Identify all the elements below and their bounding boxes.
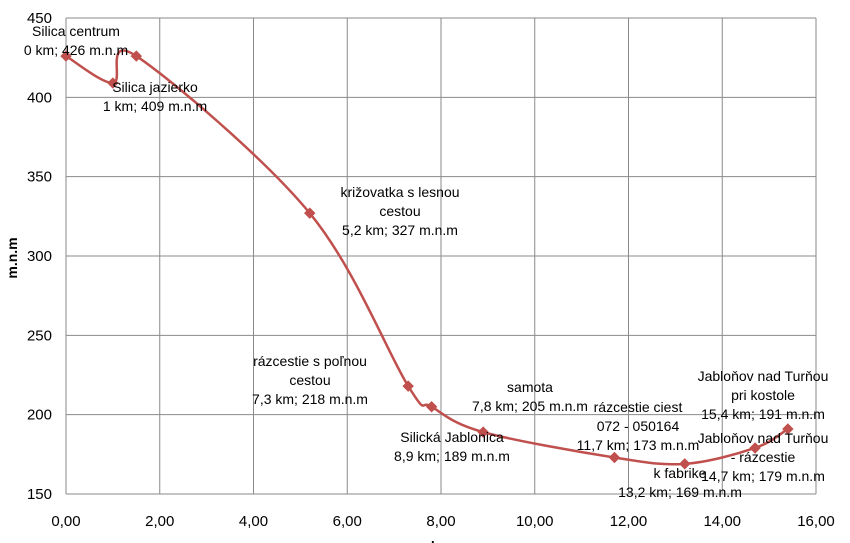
tick-labels: 0,00 2,00 4,00 6,00 8,00 10,00 12,00 14,00 16,00… <box>27 10 835 530</box>
y-tick-label: 450 <box>27 10 52 27</box>
data-point <box>60 50 72 62</box>
x-tick-label: 10,00 <box>516 513 554 530</box>
y-tick-label: 250 <box>27 327 52 344</box>
data-label: Silická Jablonica <box>400 429 504 445</box>
grid <box>65 17 817 495</box>
x-tick-label: 0,00 <box>51 513 80 530</box>
x-tick-label: 2,00 <box>145 513 174 530</box>
data-label: 7,3 km; 218 m.n.m <box>252 391 368 407</box>
data-label: Jabloňov nad Turňou <box>698 368 829 384</box>
data-label: - rázcestie <box>731 449 796 465</box>
data-label: samota <box>507 379 553 395</box>
data-label: Jabloňov nad Turňou <box>698 430 829 446</box>
data-label: 5,2 km; 327 m.n.m <box>342 222 458 238</box>
y-tick-label: 350 <box>27 169 52 186</box>
data-label: 14,7 km; 179 m.n.m <box>701 468 825 484</box>
data-label: 0 km; 426 m.n.m <box>24 42 128 58</box>
data-label: cestou <box>289 372 330 388</box>
x-tick-label: 6,00 <box>333 513 362 530</box>
data-label: Silica centrum <box>32 23 120 39</box>
data-point <box>477 426 489 438</box>
x-tick-label: 12,00 <box>610 513 648 530</box>
y-tick-label: 400 <box>27 89 52 106</box>
data-label: 7,8 km; 205 m.n.m <box>472 398 588 414</box>
data-label: rázcestie ciest <box>594 399 683 415</box>
x-tick-label: 4,00 <box>239 513 268 530</box>
y-tick-label: 300 <box>27 248 52 265</box>
data-label: rázcestie s poľnou <box>253 353 367 369</box>
data-point <box>304 207 316 219</box>
data-label: cestou <box>379 203 420 219</box>
y-tick-label: 200 <box>27 407 52 424</box>
markers <box>60 50 794 470</box>
data-point <box>107 77 119 89</box>
data-point <box>130 50 143 62</box>
data-label: 13,2 km; 169 m.n.m <box>618 484 742 500</box>
data-point <box>782 423 794 435</box>
y-tick-label: 150 <box>27 486 52 503</box>
data-label: k fabrike <box>654 465 707 481</box>
point-annotations: Silica centrum 0 km; 426 m.n.m Silica jazi… <box>24 23 829 500</box>
x-tick-label: 14,00 <box>703 513 741 530</box>
data-point <box>679 458 691 470</box>
data-point <box>608 451 621 464</box>
data-label: 072 - 050164 <box>597 418 680 434</box>
data-label: 11,7 km; 173 m.n.m <box>577 437 700 453</box>
x-axis-label: km <box>431 538 451 543</box>
data-label: 15,4 km; 191 m.n.m <box>701 406 825 422</box>
data-point <box>402 380 414 392</box>
data-label: 8,9 km; 189 m.n.m <box>394 448 510 464</box>
y-axis-label: m.n.m <box>4 237 20 278</box>
data-label: Silica jazierko <box>112 79 198 95</box>
data-label: križovatka s lesnou <box>340 184 459 200</box>
data-label: 1 km; 409 m.n.m <box>103 98 207 114</box>
x-tick-label: 16,00 <box>797 513 835 530</box>
data-label: pri kostole <box>731 387 795 403</box>
data-point <box>425 401 438 413</box>
data-point <box>749 442 761 454</box>
x-tick-label: 8,00 <box>426 513 455 530</box>
